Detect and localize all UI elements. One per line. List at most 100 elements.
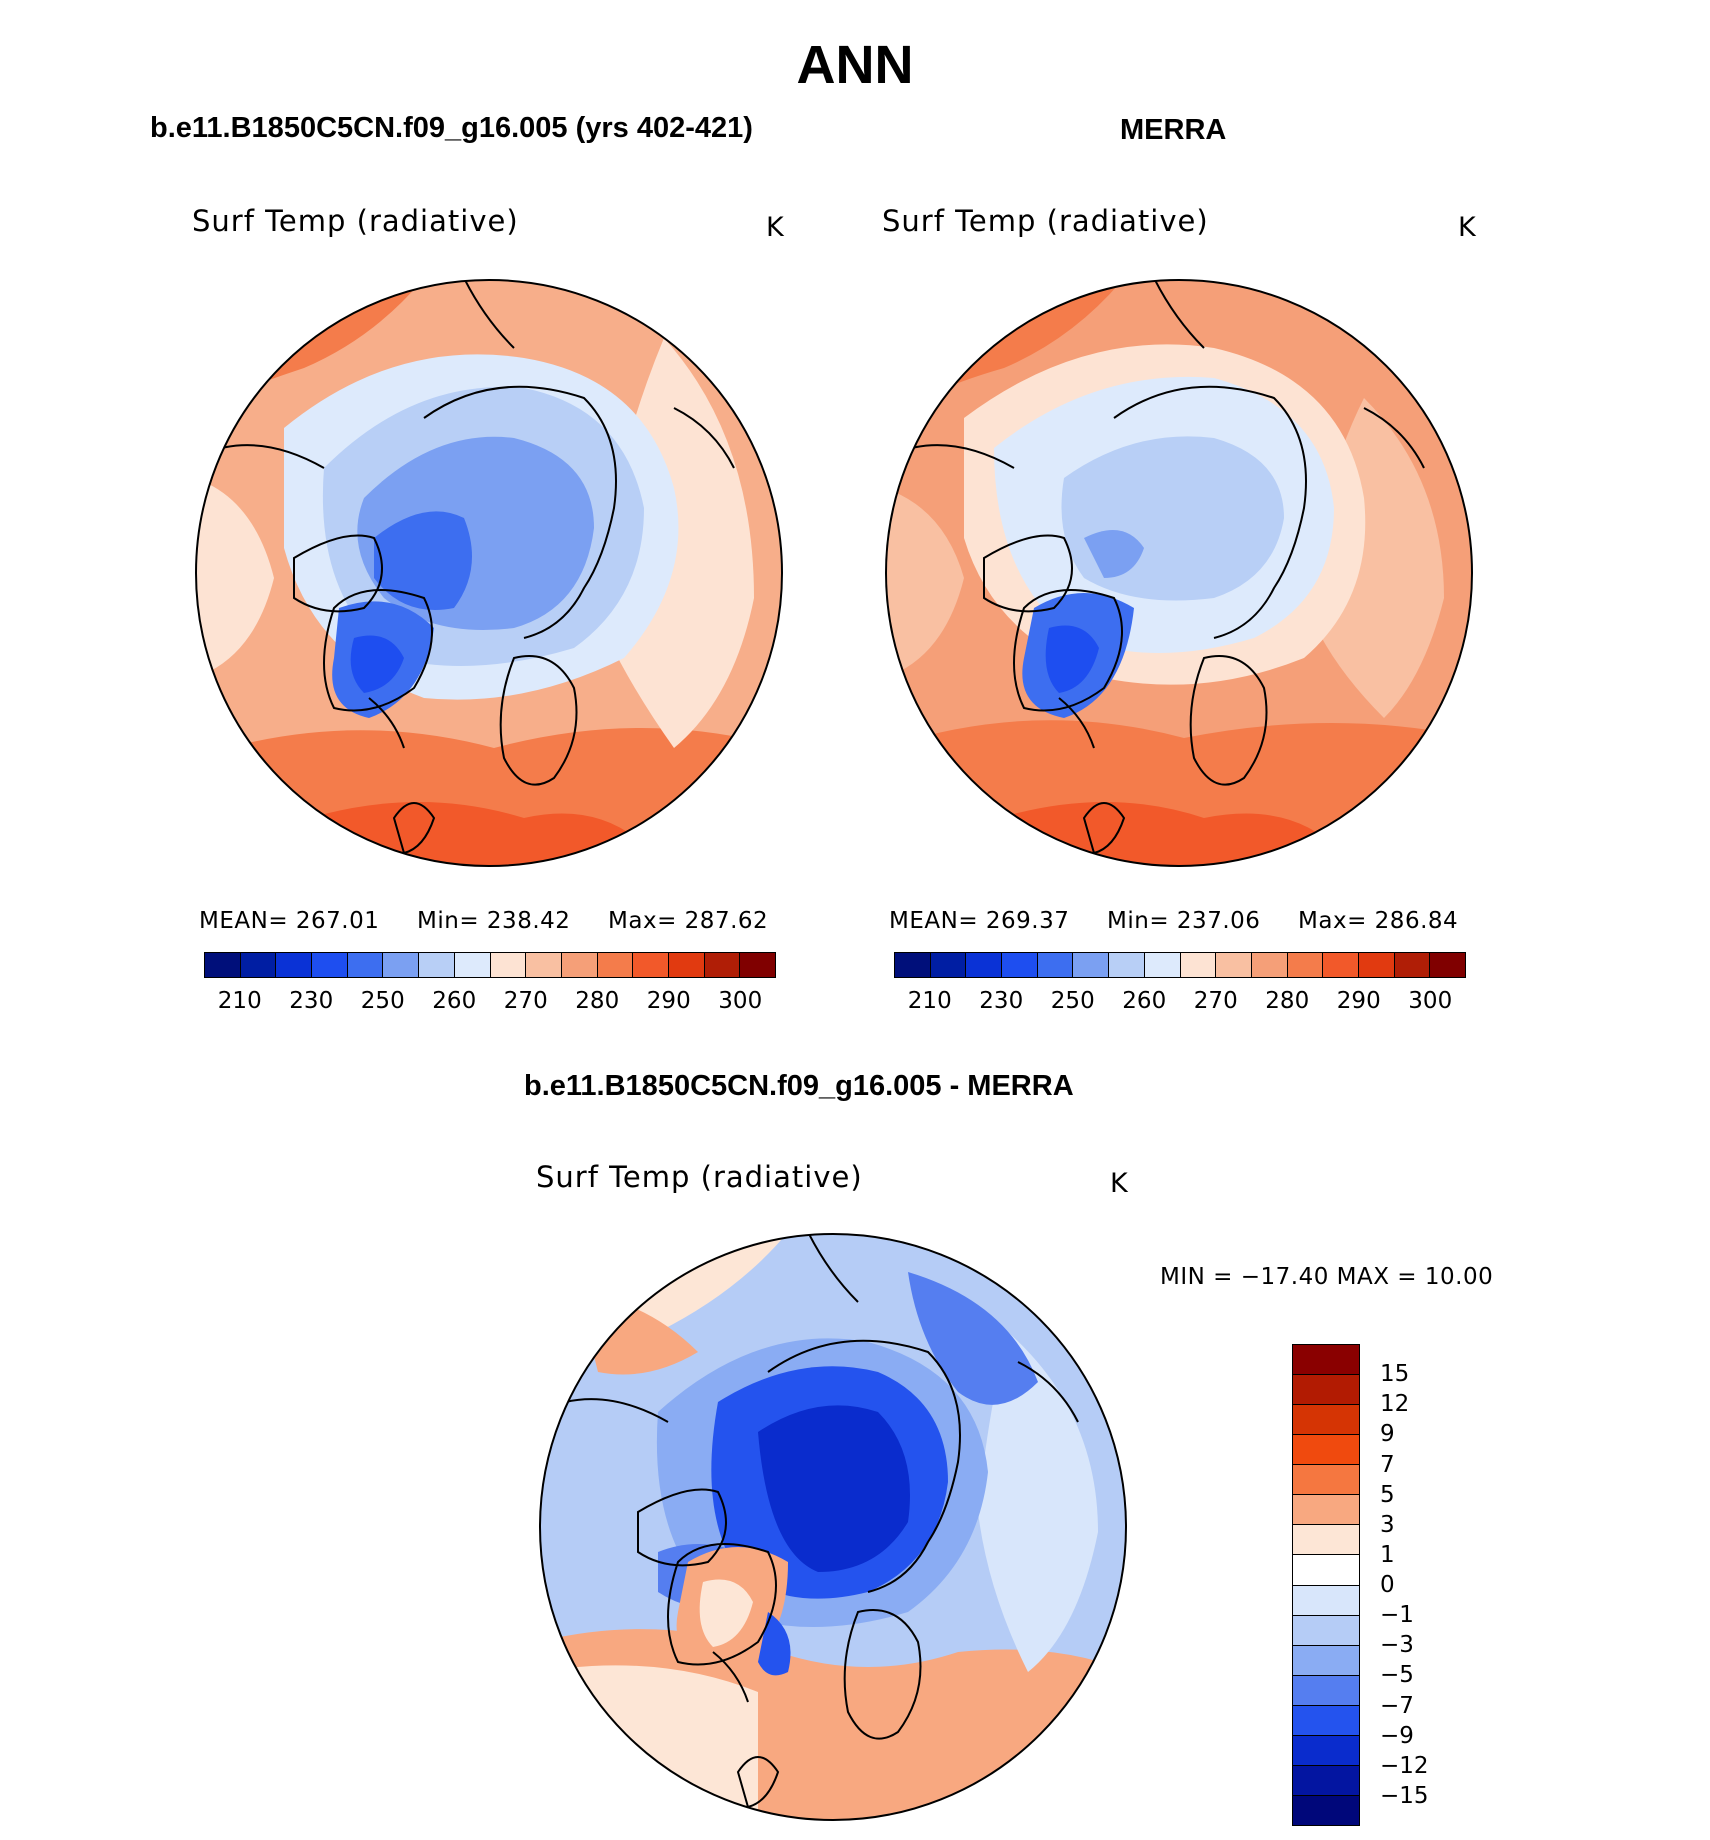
diff-colorbar-tick-label: 9 [1380, 1421, 1395, 1448]
obs-colorbar-swatch [930, 953, 967, 977]
model-colorbar-swatch [312, 953, 348, 977]
diff-colorbar-swatch [1293, 1675, 1359, 1706]
diff-colorbar-swatch [1293, 1735, 1359, 1766]
model-max-value: 287.62 [684, 908, 769, 934]
model-min-value: 238.42 [486, 908, 571, 934]
obs-colorbar-swatch [1073, 953, 1110, 977]
obs-min-label: Min= [1107, 908, 1170, 934]
obs-max-value: 286.84 [1374, 908, 1459, 934]
diff-colorbar-swatch [1293, 1465, 1359, 1496]
diff-colorbar-swatch [1293, 1555, 1359, 1586]
model-colorbar-swatch [740, 953, 775, 977]
model-colorbar-tick-label: 300 [718, 988, 763, 1014]
model-colorbar-swatch [383, 953, 420, 977]
obs-colorbar-tick-label: 250 [1050, 988, 1095, 1014]
model-stats: MEAN= 267.01 Min= 238.42 Max= 287.62 [199, 908, 768, 934]
figure-title: ANN [796, 35, 914, 95]
model-polar-map [195, 279, 783, 867]
model-colorbar-tick-label: 280 [575, 988, 620, 1014]
diff-colorbar-swatch [1293, 1525, 1359, 1556]
model-colorbar-tick-label: 270 [503, 988, 548, 1014]
diff-colorbar-tick-label: −15 [1380, 1782, 1429, 1809]
diff-unit-label: K [1110, 1168, 1128, 1199]
model-mean-label: MEAN= [199, 908, 289, 934]
obs-colorbar-swatch [1323, 953, 1359, 977]
diff-colorbar-swatch [1293, 1435, 1359, 1466]
obs-colorbar [894, 952, 1466, 978]
obs-colorbar-swatch [1109, 953, 1145, 977]
diff-variable-label: Surf Temp (radiative) [536, 1160, 863, 1194]
obs-polar-map [885, 279, 1473, 867]
model-colorbar-swatch [454, 953, 491, 977]
obs-colorbar-swatch [966, 953, 1003, 977]
model-colorbar-swatch [240, 953, 277, 977]
model-colorbar-swatch [704, 953, 741, 977]
model-colorbar-tick-label: 290 [646, 988, 691, 1014]
obs-colorbar-swatch [1216, 953, 1252, 977]
diff-colorbar-swatch [1293, 1615, 1359, 1646]
diff-minmax: MIN = −17.40 MAX = 10.00 [1160, 1264, 1494, 1290]
diff-colorbar-swatch [1293, 1705, 1359, 1736]
obs-unit-label: K [1458, 212, 1476, 243]
diff-colorbar-swatch [1293, 1345, 1359, 1376]
model-panel-title: b.e11.B1850C5CN.f09_g16.005 (yrs 402-421… [150, 112, 753, 144]
model-colorbar-swatch [561, 953, 598, 977]
model-colorbar-swatch [597, 953, 634, 977]
diff-colorbar-tick-label: −7 [1380, 1692, 1414, 1719]
diff-colorbar [1292, 1344, 1360, 1826]
obs-colorbar-tick-label: 270 [1193, 988, 1238, 1014]
model-min-label: Min= [417, 908, 480, 934]
obs-colorbar-tick-label: 290 [1336, 988, 1381, 1014]
model-colorbar-tick-label: 230 [289, 988, 334, 1014]
obs-colorbar-swatch [1037, 953, 1074, 977]
obs-colorbar-swatch [1002, 953, 1038, 977]
model-colorbar-tick-label: 250 [360, 988, 405, 1014]
obs-max-label: Max= [1298, 908, 1367, 934]
obs-stats: MEAN= 269.37 Min= 237.06 Max= 286.84 [889, 908, 1458, 934]
model-colorbar-tick-label: 260 [432, 988, 477, 1014]
model-colorbar-swatch [347, 953, 384, 977]
diff-colorbar-tick-label: 7 [1380, 1451, 1395, 1478]
obs-colorbar-swatch [1180, 953, 1217, 977]
obs-colorbar-tick-label: 280 [1265, 988, 1310, 1014]
diff-colorbar-tick-label: −5 [1380, 1662, 1414, 1689]
diff-panel-title: b.e11.B1850C5CN.f09_g16.005 - MERRA [524, 1070, 1074, 1102]
model-max-label: Max= [608, 908, 677, 934]
obs-panel-title: MERRA [1120, 114, 1227, 146]
diff-polar-map [539, 1233, 1127, 1821]
obs-min-value: 237.06 [1176, 908, 1261, 934]
model-colorbar-swatch [490, 953, 527, 977]
model-colorbar-tick-label: 210 [217, 988, 262, 1014]
diff-colorbar-tick-label: 3 [1380, 1511, 1395, 1538]
obs-mean-label: MEAN= [889, 908, 979, 934]
obs-colorbar-swatch [1430, 953, 1465, 977]
diff-colorbar-tick-label: 5 [1380, 1481, 1395, 1508]
diff-colorbar-swatch [1293, 1765, 1359, 1796]
obs-variable-label: Surf Temp (radiative) [882, 204, 1209, 238]
diff-colorbar-swatch [1293, 1585, 1359, 1616]
obs-colorbar-tick-label: 210 [907, 988, 952, 1014]
obs-colorbar-swatch [1144, 953, 1181, 977]
diff-colorbar-swatch [1293, 1375, 1359, 1406]
diff-colorbar-tick-label: −3 [1380, 1632, 1414, 1659]
diff-colorbar-tick-label: 1 [1380, 1541, 1395, 1568]
obs-colorbar-swatch [1287, 953, 1324, 977]
diff-colorbar-swatch [1293, 1645, 1359, 1676]
diff-colorbar-tick-label: 0 [1380, 1572, 1395, 1598]
obs-colorbar-swatch [1394, 953, 1431, 977]
obs-colorbar-tick-label: 230 [979, 988, 1024, 1014]
diff-colorbar-swatch [1293, 1795, 1359, 1825]
obs-mean-value: 269.37 [985, 908, 1070, 934]
obs-colorbar-swatch [1358, 953, 1395, 977]
obs-colorbar-tick-label: 300 [1408, 988, 1453, 1014]
diff-colorbar-swatch [1293, 1405, 1359, 1436]
diff-colorbar-tick-label: 12 [1380, 1391, 1410, 1418]
model-colorbar-swatch [205, 953, 241, 977]
diff-colorbar-tick-label: 15 [1380, 1361, 1410, 1388]
model-unit-label: K [766, 212, 784, 243]
model-colorbar-swatch [276, 953, 313, 977]
model-variable-label: Surf Temp (radiative) [192, 204, 519, 238]
diff-colorbar-tick-label: −1 [1380, 1602, 1414, 1629]
diff-colorbar-tick-label: −9 [1380, 1722, 1414, 1749]
model-colorbar-swatch [419, 953, 455, 977]
